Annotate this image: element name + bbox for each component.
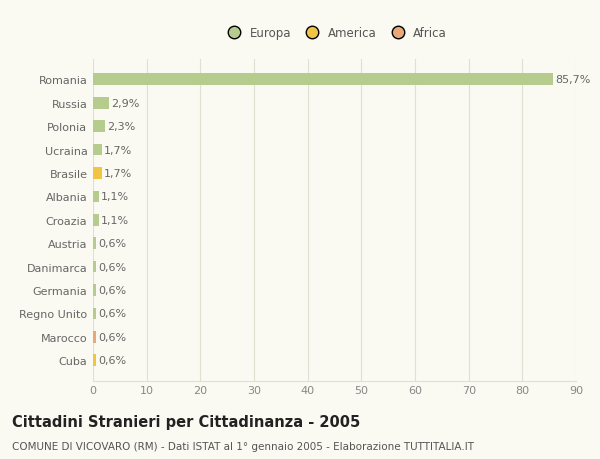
- Text: 0,6%: 0,6%: [98, 285, 127, 296]
- Text: 0,6%: 0,6%: [98, 309, 127, 319]
- Text: 2,9%: 2,9%: [111, 99, 139, 108]
- Bar: [93, 261, 96, 273]
- Bar: [93, 308, 96, 319]
- Bar: [93, 98, 109, 109]
- Bar: [93, 238, 96, 250]
- Bar: [93, 191, 99, 203]
- Bar: [93, 285, 96, 296]
- Text: 1,1%: 1,1%: [101, 192, 129, 202]
- Text: 0,6%: 0,6%: [98, 332, 127, 342]
- Bar: [93, 355, 96, 366]
- Bar: [93, 168, 102, 179]
- Bar: [93, 331, 96, 343]
- Legend: Europa, America, Africa: Europa, America, Africa: [219, 24, 450, 44]
- Text: 0,6%: 0,6%: [98, 356, 127, 365]
- Bar: [93, 214, 99, 226]
- Text: 1,7%: 1,7%: [104, 145, 133, 155]
- Text: 2,3%: 2,3%: [107, 122, 136, 132]
- Text: COMUNE DI VICOVARO (RM) - Dati ISTAT al 1° gennaio 2005 - Elaborazione TUTTITALI: COMUNE DI VICOVARO (RM) - Dati ISTAT al …: [12, 441, 474, 451]
- Bar: [93, 145, 102, 156]
- Text: 0,6%: 0,6%: [98, 262, 127, 272]
- Text: 1,7%: 1,7%: [104, 168, 133, 179]
- Text: 0,6%: 0,6%: [98, 239, 127, 249]
- Text: Cittadini Stranieri per Cittadinanza - 2005: Cittadini Stranieri per Cittadinanza - 2…: [12, 414, 360, 429]
- Text: 85,7%: 85,7%: [555, 75, 590, 85]
- Bar: [93, 74, 553, 86]
- Bar: [93, 121, 106, 133]
- Text: 1,1%: 1,1%: [101, 215, 129, 225]
